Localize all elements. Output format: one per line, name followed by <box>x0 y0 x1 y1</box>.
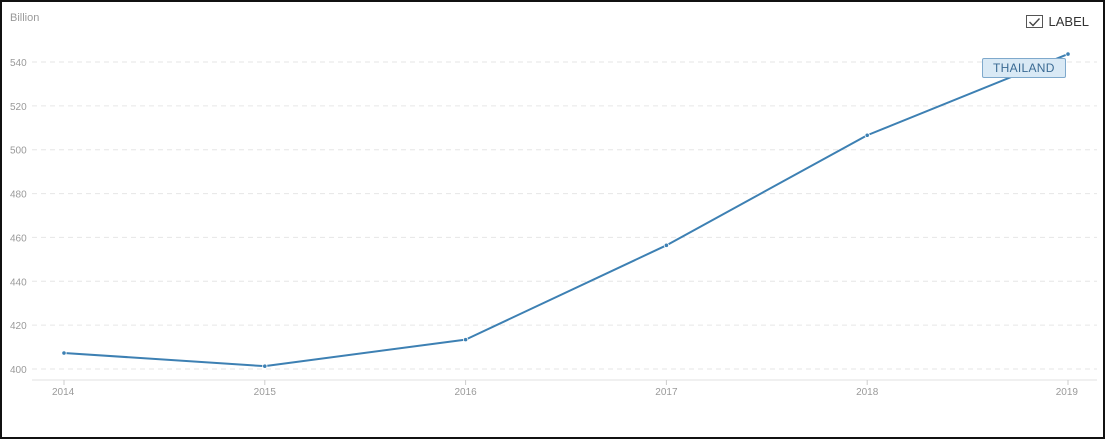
grid-lines <box>32 61 1097 370</box>
series-line <box>63 53 1069 368</box>
y-tick-label: 400 <box>10 365 27 376</box>
data-point <box>864 132 870 138</box>
y-tick-label: 460 <box>10 233 27 244</box>
data-point <box>663 242 670 248</box>
y-tick-label: 480 <box>10 190 27 201</box>
data-point <box>262 363 268 369</box>
y-tick-label: 500 <box>10 146 27 157</box>
x-tick-label: 2014 <box>52 387 75 398</box>
y-tick-label: 420 <box>10 321 27 332</box>
checkmark-icon <box>1028 17 1040 27</box>
x-tick-label: 2018 <box>856 387 879 398</box>
x-axis: 2014 2015 2016 2017 2018 2019 <box>32 379 1097 398</box>
series-layer <box>61 51 1071 369</box>
label-toggle[interactable]: LABEL <box>1025 14 1089 29</box>
y-tick-label: 440 <box>10 277 27 288</box>
y-unit-label: Billion <box>10 12 40 24</box>
checkbox-icon[interactable] <box>1025 15 1043 28</box>
x-tick-label: 2019 <box>1056 387 1079 398</box>
y-tick-label: 520 <box>10 102 27 113</box>
series-label-thailand: THAILAND <box>982 58 1066 78</box>
x-tick-label: 2016 <box>454 387 477 398</box>
x-tick-label: 2015 <box>254 387 277 398</box>
x-tick-label: 2017 <box>655 387 678 398</box>
data-point <box>1065 51 1071 57</box>
data-point <box>61 350 67 356</box>
label-toggle-text: LABEL <box>1048 14 1089 29</box>
data-point <box>462 337 469 343</box>
y-axis-ticks: 400 420 440 460 480 500 520 540 <box>10 58 27 376</box>
y-tick-label: 540 <box>10 58 27 69</box>
